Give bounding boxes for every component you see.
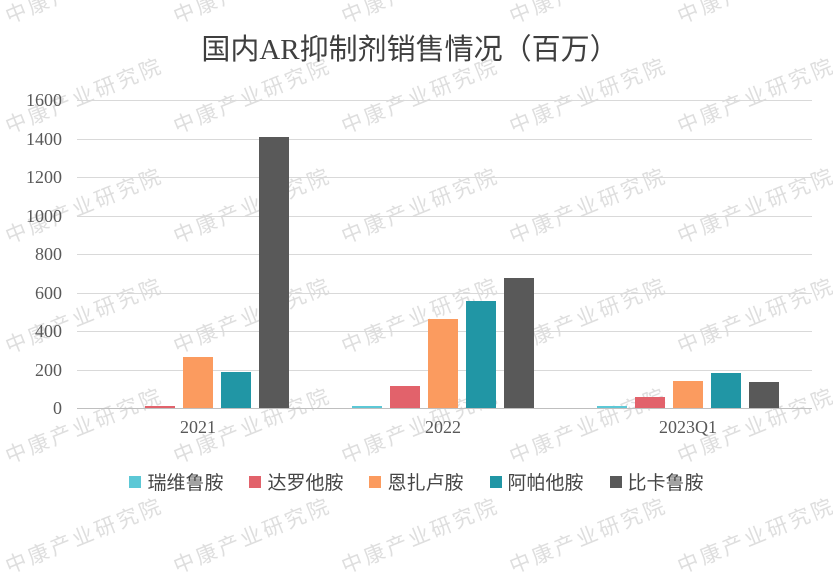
y-tick-label: 1000	[26, 205, 62, 226]
watermark-text: 中康产业研究院	[337, 493, 503, 579]
bar-达罗他胺-2023Q1	[635, 397, 665, 408]
bar-阿帕他胺-2021	[221, 372, 251, 408]
y-tick-label: 0	[53, 398, 62, 418]
legend-swatch	[249, 475, 262, 488]
bar-阿帕他胺-2022	[466, 301, 496, 408]
bar-达罗他胺-2022	[390, 385, 420, 408]
gridline	[77, 177, 812, 178]
gridline	[77, 138, 812, 140]
bar-恩扎卢胺-2021	[183, 357, 213, 408]
legend-item-瑞维鲁胺: 瑞维鲁胺	[129, 468, 223, 495]
legend-item-比卡鲁胺: 比卡鲁胺	[609, 468, 704, 495]
watermark-text: 中康产业研究院	[1, 493, 167, 579]
legend: 瑞维鲁胺 达罗他胺 恩扎卢胺 阿帕他胺 比卡鲁胺	[0, 468, 833, 495]
bar-瑞维鲁胺-2022	[352, 406, 382, 408]
bar-比卡鲁胺-2023Q1	[749, 382, 779, 408]
y-tick-label: 1400	[26, 128, 62, 149]
legend-item-阿帕他胺: 阿帕他胺	[489, 468, 584, 495]
bar-阿帕他胺-2023Q1	[711, 373, 741, 408]
legend-label: 比卡鲁胺	[627, 473, 704, 494]
legend-swatch	[489, 475, 502, 488]
legend-item-恩扎卢胺: 恩扎卢胺	[369, 468, 464, 495]
legend-swatch	[369, 475, 382, 488]
x-tick-label-2022: 2022	[425, 417, 461, 437]
x-axis-line	[77, 408, 812, 409]
watermark-text: 中康产业研究院	[505, 493, 671, 579]
bar-比卡鲁胺-2022	[504, 278, 534, 408]
bar-达罗他胺-2021	[145, 406, 175, 408]
x-tick-label-2023Q1: 2023Q1	[659, 417, 717, 437]
watermark-text: 中康产业研究院	[673, 493, 833, 579]
y-tick-label: 200	[35, 359, 62, 380]
legend-label: 恩扎卢胺	[387, 473, 464, 494]
y-tick-label: 1600	[26, 90, 62, 110]
x-tick-label-2021: 2021	[180, 417, 216, 437]
y-tick-label: 1200	[26, 167, 62, 187]
plot-area	[77, 100, 812, 409]
watermark-text: 中康产业研究院	[169, 493, 335, 579]
legend-swatch	[129, 475, 142, 488]
bar-恩扎卢胺-2022	[428, 318, 458, 408]
y-tick-label: 400	[35, 321, 62, 341]
chart-title: 国内AR抑制剂销售情况（百万）	[201, 34, 619, 66]
legend-label: 瑞维鲁胺	[147, 473, 224, 494]
legend-label: 达罗他胺	[267, 473, 344, 494]
gridline	[77, 215, 812, 217]
y-tick-label: 600	[35, 282, 62, 303]
gridline	[77, 254, 812, 255]
legend-swatch	[609, 475, 622, 488]
legend-item-达罗他胺: 达罗他胺	[249, 468, 343, 495]
y-tick-label: 800	[35, 244, 62, 264]
legend-label: 阿帕他胺	[507, 473, 584, 494]
gridline	[77, 100, 812, 101]
bar-比卡鲁胺-2021	[259, 136, 289, 408]
bar-恩扎卢胺-2023Q1	[673, 381, 703, 408]
gridline	[77, 292, 812, 294]
bar-瑞维鲁胺-2023Q1	[597, 405, 627, 408]
